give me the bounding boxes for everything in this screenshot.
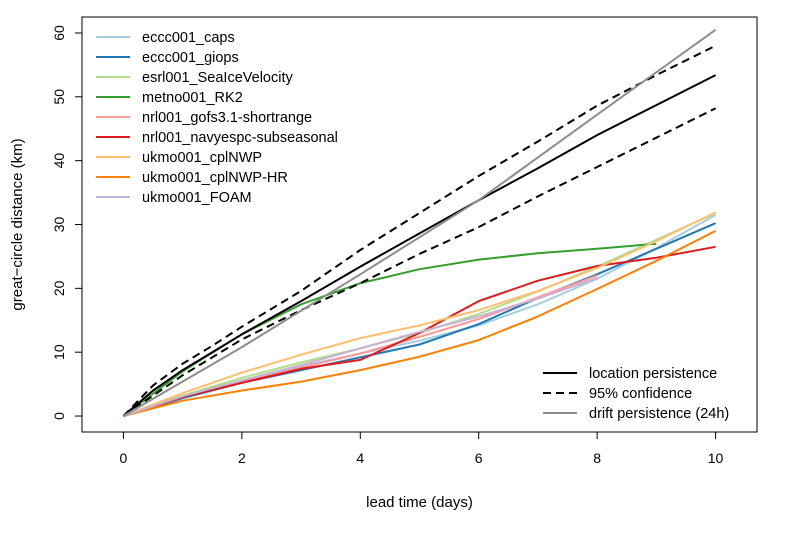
y-axis: 0 10 20 30 40 50 60 [51,25,83,420]
series-line-nrl001-navyespc-subseasonal [123,245,716,417]
legend-label: ukmo001_FOAM [142,190,252,206]
legend-label: 95% confidence [589,386,692,402]
series-line-location-persistence [122,74,717,417]
legend-bottom: location persistence 95% confidence drift … [543,366,729,422]
y-tick-label: 10 [51,344,67,360]
y-tick-label: 50 [51,89,67,105]
x-tick-label: 2 [238,450,246,466]
legend-label: location persistence [589,366,717,382]
x-axis-title: lead time (days) [366,494,473,511]
y-tick-label: 0 [51,412,67,420]
legend-label: eccc001_giops [142,50,239,66]
y-axis-title: great−circle distance (km) [9,138,26,310]
legend-top: eccc001_caps eccc001_giops esrl001_SeaIceV… [96,30,338,206]
x-tick-label: 10 [708,450,724,466]
legend-label: ukmo001_cplNWP [142,150,262,166]
y-tick-label: 60 [51,25,67,41]
y-tick-label: 40 [51,153,67,169]
series-line-95-confidence [122,44,717,417]
y-tick-label: 20 [51,280,67,296]
series-line-ukmo001-cplnwp [123,211,717,417]
legend-label: eccc001_caps [142,30,235,46]
x-tick-label: 6 [475,450,483,466]
x-axis: 0 2 4 6 8 10 [120,431,724,466]
series-line-ukmo001-foam [123,277,598,417]
series-line-ukmo001-cplnwp-hr [123,230,717,417]
legend-label: drift persistence (24h) [589,406,729,422]
series-line-95-confidence [122,107,717,417]
x-tick-label: 8 [593,450,601,466]
legend-label: metno001_RK2 [142,90,243,106]
y-tick-label: 30 [51,217,67,233]
series-line-drift-persistence-24h- [122,28,717,417]
legend-label: ukmo001_cplNWP-HR [142,170,288,186]
x-tick-label: 0 [120,450,128,466]
x-tick-label: 4 [356,450,364,466]
legend-label: nrl001_gofs3.1-shortrange [142,110,312,126]
legend-label: nrl001_navyespc-subseasonal [142,130,338,146]
legend-label: esrl001_SeaIceVelocity [142,70,293,86]
series-layer [122,28,717,417]
